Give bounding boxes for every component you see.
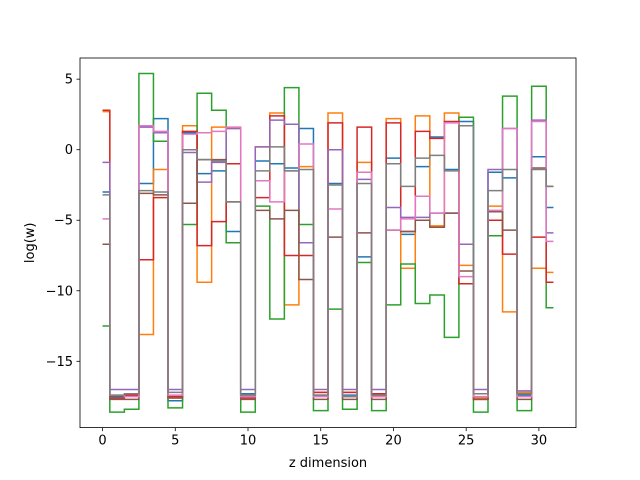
y-tick-label: −15	[46, 355, 73, 370]
y-tick-label: −10	[46, 284, 73, 299]
x-tick-label: 20	[385, 434, 402, 449]
axes-frame	[79, 57, 577, 429]
x-axis-label: z dimension	[289, 456, 367, 471]
x-tick-label: 5	[171, 434, 179, 449]
x-tick-label: 30	[531, 434, 548, 449]
y-axis-label: log(w)	[23, 223, 38, 264]
x-axis-ticks: 0 5 10 15 20 25 30	[98, 427, 548, 449]
y-axis-ticks: −15 −10 −5 0 5	[46, 73, 80, 370]
y-tick-label: −5	[54, 214, 73, 229]
y-tick-label: 5	[65, 73, 73, 88]
series-line-8	[102, 124, 554, 398]
x-tick-label: 25	[458, 434, 475, 449]
x-tick-label: 10	[240, 434, 257, 449]
x-tick-label: 0	[98, 434, 106, 449]
x-tick-label: 15	[312, 434, 329, 449]
y-tick-label: 0	[65, 143, 73, 158]
plot-lines	[102, 72, 554, 413]
